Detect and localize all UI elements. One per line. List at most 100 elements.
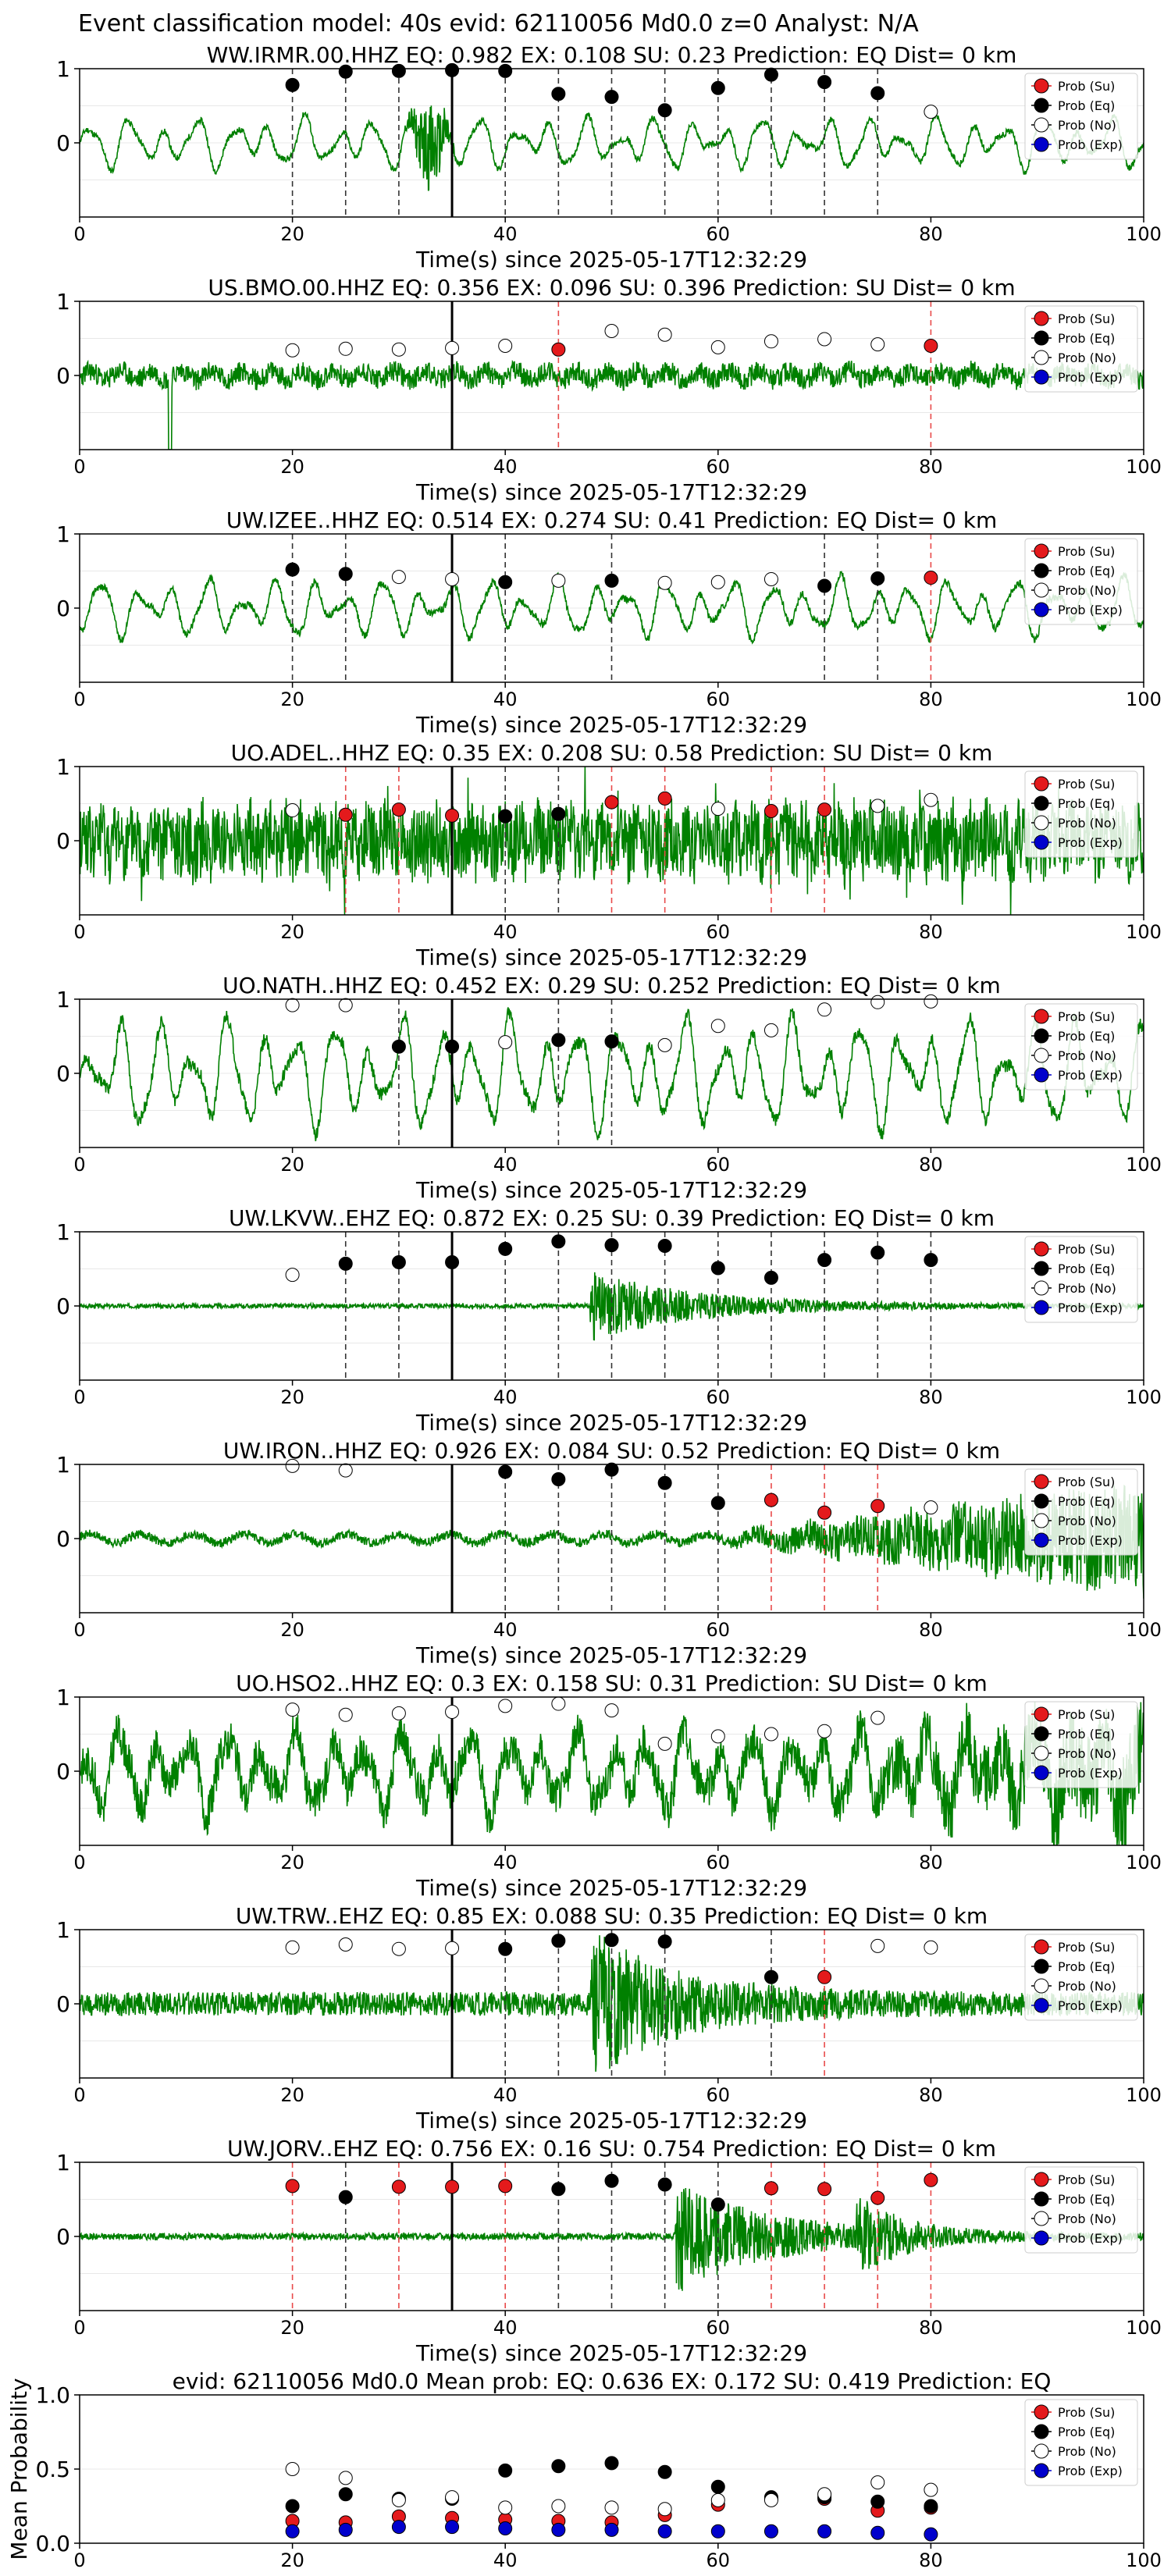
prob-point-eq	[604, 573, 619, 588]
prob-point-eq	[604, 1933, 619, 1948]
legend-marker-eq	[1034, 1493, 1049, 1509]
mean-point-eq	[285, 2499, 300, 2514]
y-tick-label: 1	[56, 521, 70, 547]
prob-point-no	[285, 998, 300, 1012]
waveform-trace	[80, 571, 1144, 645]
legend-label-eq: Prob (Eq)	[1058, 98, 1115, 113]
legend-marker-su	[1034, 311, 1049, 326]
prob-point-su	[817, 1505, 832, 1520]
prob-point-no	[445, 1705, 460, 1719]
y-tick-label: 0	[56, 363, 70, 389]
prob-point-no	[924, 1940, 938, 1955]
prob-point-no	[338, 998, 353, 1012]
legend-label-exp: Prob (Exp)	[1058, 603, 1123, 617]
x-tick-label: 0	[73, 2317, 85, 2339]
x-tick-label: 0	[73, 2084, 85, 2106]
chart-panel-7: UW.IRON..HHZ EQ: 0.926 EX: 0.084 SU: 0.5…	[56, 1438, 1162, 1668]
x-tick-label: 60	[707, 688, 731, 710]
prob-point-eq	[604, 1034, 619, 1049]
prob-point-no	[657, 1736, 672, 1751]
y-tick-label: 1	[56, 289, 70, 315]
prob-point-no	[285, 1940, 300, 1955]
prob-point-no	[498, 1699, 513, 1713]
chart-title: UW.IZEE..HHZ EQ: 0.514 EX: 0.274 SU: 0.4…	[226, 507, 997, 533]
legend-label-eq: Prob (Eq)	[1058, 564, 1115, 578]
prob-point-no	[604, 324, 619, 338]
y-tick-label: 1	[56, 2150, 70, 2176]
legend-marker-exp	[1034, 602, 1049, 617]
chart-title: UW.TRW..EHZ EQ: 0.85 EX: 0.088 SU: 0.35 …	[236, 1903, 988, 1929]
prob-point-no	[285, 1268, 300, 1283]
chart-panel-8: UO.HSO2..HHZ EQ: 0.3 EX: 0.158 SU: 0.31 …	[56, 1670, 1162, 1901]
legend-label-no: Prob (No)	[1058, 583, 1116, 598]
x-tick-label: 40	[493, 1619, 518, 1641]
legend-label-su: Prob (Su)	[1058, 1475, 1115, 1489]
prob-point-no	[817, 1724, 832, 1738]
y-tick-label: 0	[56, 596, 70, 621]
legend-marker-no	[1034, 815, 1049, 831]
x-tick-label: 20	[280, 1852, 304, 1873]
legend-marker-no	[1034, 1280, 1049, 1296]
legend-label-eq: Prob (Eq)	[1058, 1029, 1115, 1044]
chart-panel-9: UW.TRW..EHZ EQ: 0.85 EX: 0.088 SU: 0.35 …	[56, 1903, 1162, 2133]
prob-point-su	[924, 339, 938, 353]
prob-point-su	[763, 804, 778, 818]
x-tick-label: 100	[1126, 688, 1162, 710]
legend-label-eq: Prob (Eq)	[1058, 331, 1115, 346]
x-tick-label: 60	[707, 2317, 731, 2339]
legend-label-exp: Prob (Exp)	[1058, 1998, 1123, 2013]
legend-marker-exp	[1034, 2463, 1049, 2478]
legend-label-no: Prob (No)	[1058, 1514, 1116, 1528]
legend-marker-eq	[1034, 1261, 1049, 1276]
mean-point-exp	[391, 2520, 406, 2535]
legend-label-su: Prob (Su)	[1058, 1707, 1115, 1722]
prob-point-no	[338, 341, 353, 356]
prob-point-no	[710, 575, 725, 589]
x-tick-label: 20	[280, 2317, 304, 2339]
x-axis-label: Time(s) since 2025-05-17T12:32:29	[415, 2340, 807, 2366]
prob-point-no	[551, 1696, 566, 1711]
legend-label-eq: Prob (Eq)	[1058, 2192, 1115, 2207]
x-tick-label: 20	[280, 1386, 304, 1408]
mean-point-eq	[551, 2459, 566, 2474]
legend-box	[1024, 1003, 1138, 1091]
mean-point-no	[604, 2500, 619, 2515]
legend-marker-su	[1034, 2404, 1049, 2420]
legend-label-exp: Prob (Exp)	[1058, 1300, 1123, 1315]
legend-label-no: Prob (No)	[1058, 1746, 1116, 1761]
prob-point-eq	[551, 2182, 566, 2197]
x-tick-label: 80	[919, 2549, 943, 2571]
mean-point-exp	[710, 2524, 725, 2539]
legend-marker-no	[1034, 2211, 1049, 2226]
x-tick-label: 100	[1126, 2084, 1162, 2106]
legend-label-eq: Prob (Eq)	[1058, 1261, 1115, 1276]
y-tick-label: 0.0	[35, 2531, 70, 2556]
mean-point-eq	[338, 2487, 353, 2502]
mean-point-exp	[338, 2522, 353, 2537]
legend-label-eq: Prob (Eq)	[1058, 1494, 1115, 1509]
x-tick-label: 40	[493, 456, 518, 478]
prob-point-eq	[604, 1238, 619, 1253]
x-tick-label: 100	[1126, 921, 1162, 943]
x-tick-label: 0	[73, 223, 85, 245]
x-tick-label: 0	[73, 1386, 85, 1408]
mean-point-no	[338, 2471, 353, 2485]
legend-marker-su	[1034, 2172, 1049, 2187]
prob-point-no	[763, 1727, 778, 1742]
chart-title: UW.IRON..HHZ EQ: 0.926 EX: 0.084 SU: 0.5…	[223, 1438, 1000, 1464]
prob-point-eq	[498, 575, 513, 589]
prob-point-eq	[817, 75, 832, 90]
prob-point-eq	[604, 1462, 619, 1477]
chart-title: US.BMO.00.HHZ EQ: 0.356 EX: 0.096 SU: 0.…	[208, 275, 1015, 301]
legend-marker-exp	[1034, 2230, 1049, 2246]
x-tick-label: 80	[919, 1852, 943, 1873]
prob-point-eq	[551, 87, 566, 101]
x-axis-label: Time(s) since 2025-05-17T12:32:29	[415, 1875, 807, 1901]
prob-point-eq	[338, 64, 353, 79]
legend-marker-eq	[1034, 1726, 1049, 1742]
legend-label-su: Prob (Su)	[1058, 311, 1115, 326]
legend-marker-su	[1034, 78, 1049, 94]
x-tick-label: 40	[493, 1386, 518, 1408]
prob-point-su	[817, 802, 832, 817]
prob-point-eq	[710, 80, 725, 95]
